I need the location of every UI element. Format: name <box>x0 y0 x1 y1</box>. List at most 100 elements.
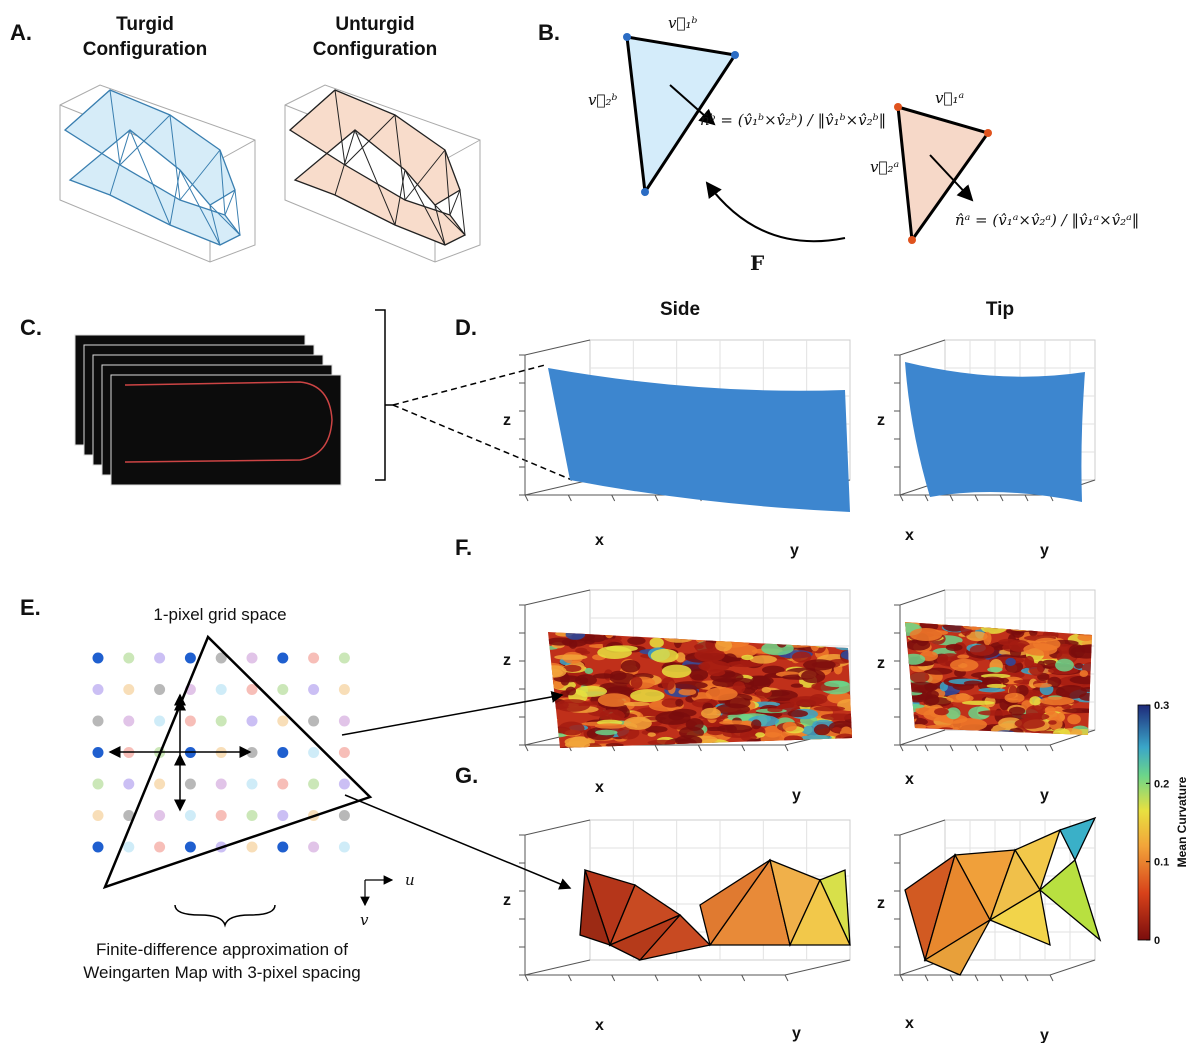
bracket <box>375 310 393 480</box>
image-stack <box>75 335 341 485</box>
tick <box>975 495 978 501</box>
tick <box>925 495 928 501</box>
heat-patch <box>787 710 808 717</box>
heat-patch <box>1024 656 1034 669</box>
formula: n̂ᵇ = (v̂₁ᵇ×v̂₂ᵇ) / ‖v̂₁ᵇ×v̂₂ᵇ‖ <box>700 111 886 129</box>
mesh-face <box>1060 818 1095 860</box>
heat-patch <box>755 732 765 737</box>
grid-dot <box>93 653 104 664</box>
vector-label: v⃗₂ᵃ <box>870 158 899 176</box>
heat-patch <box>1048 720 1057 725</box>
heat-patch <box>987 667 1002 672</box>
grid-dot <box>308 653 319 664</box>
heat-patch <box>821 713 855 720</box>
heat-patch <box>1081 687 1104 692</box>
panel-label: D. <box>455 315 477 340</box>
heat-patch <box>911 724 926 729</box>
heat-patch <box>801 669 825 683</box>
heat-patch <box>1004 619 1021 627</box>
heat-patch <box>566 687 576 696</box>
heat-patch <box>662 677 675 690</box>
heat-patch <box>962 701 995 705</box>
heat-patch <box>606 743 624 747</box>
heat-patch <box>824 681 849 688</box>
tick <box>900 745 903 751</box>
grid-dot <box>277 779 288 790</box>
tick <box>1050 975 1053 981</box>
connector <box>393 365 545 405</box>
grid-dot <box>339 653 350 664</box>
heat-patch <box>836 745 862 758</box>
tick <box>742 745 745 751</box>
heat-patch <box>1005 620 1040 626</box>
heat-patch <box>763 627 794 640</box>
axis-label: x <box>905 1015 914 1032</box>
vector-label: v⃗₂ᵇ <box>588 91 618 109</box>
heat-patch <box>1010 627 1035 631</box>
heat-patch <box>903 704 924 709</box>
column-title: Tip <box>986 299 1014 320</box>
caption: Finite-difference approximation of <box>96 940 348 959</box>
grid-dot <box>339 747 350 758</box>
tick <box>900 495 903 501</box>
heat-patch <box>993 730 1017 741</box>
heat-patch <box>963 623 983 630</box>
heat-patch <box>761 642 794 656</box>
heat-patch <box>558 722 584 736</box>
axis-label: x <box>905 771 914 788</box>
tick <box>1025 975 1028 981</box>
heat-patch <box>805 744 821 750</box>
heat-patch <box>841 650 862 660</box>
heat-patch <box>621 629 652 635</box>
heat-patch <box>970 644 995 655</box>
heat-patch <box>554 654 587 659</box>
tick-label: 0 <box>1154 935 1160 947</box>
heat-patch <box>1040 697 1074 706</box>
axis-label: z <box>877 895 885 912</box>
tick <box>655 495 658 501</box>
panel-label: E. <box>20 595 41 620</box>
heat-patch <box>980 733 1009 739</box>
heat-patch <box>986 694 1004 698</box>
axis-label: y <box>1040 787 1049 804</box>
heat-patch <box>951 718 987 731</box>
heat-patch <box>1070 675 1105 684</box>
axis-label: y <box>1040 1027 1049 1043</box>
heat-patch <box>910 671 929 683</box>
axis-label: z <box>877 412 885 429</box>
axis-label: y <box>790 542 799 559</box>
tick <box>698 975 701 981</box>
heat-patch <box>834 635 844 642</box>
triangle <box>105 637 370 887</box>
grid-dot <box>339 779 350 790</box>
grid-dot <box>277 810 288 821</box>
image-slice <box>111 375 341 485</box>
heat-patch <box>776 635 787 648</box>
heat-patch <box>1014 734 1025 739</box>
heat-patch <box>555 699 590 712</box>
heat-patch <box>745 744 754 749</box>
grid-dot <box>247 653 258 664</box>
heat-patch <box>747 739 760 743</box>
heat-patch <box>751 719 761 729</box>
axis-label: z <box>503 892 511 909</box>
heat-patch <box>808 634 824 644</box>
axis-label: v <box>360 911 369 929</box>
heat-patch <box>946 644 963 651</box>
grid-dot <box>93 684 104 695</box>
tick <box>925 975 928 981</box>
axis-label: y <box>792 1025 801 1042</box>
heat-patch <box>610 671 626 681</box>
heat-patch <box>998 639 1018 646</box>
heat-patch <box>964 681 982 686</box>
heat-patch <box>813 632 846 638</box>
heat-patch <box>905 682 938 693</box>
tick <box>525 975 528 981</box>
grid-dot <box>123 716 134 727</box>
heat-patch <box>1062 708 1096 713</box>
heat-patch <box>1074 627 1104 636</box>
tick <box>698 745 701 751</box>
heat-patch <box>606 645 638 651</box>
grid-dot <box>185 842 196 853</box>
tick <box>950 975 953 981</box>
